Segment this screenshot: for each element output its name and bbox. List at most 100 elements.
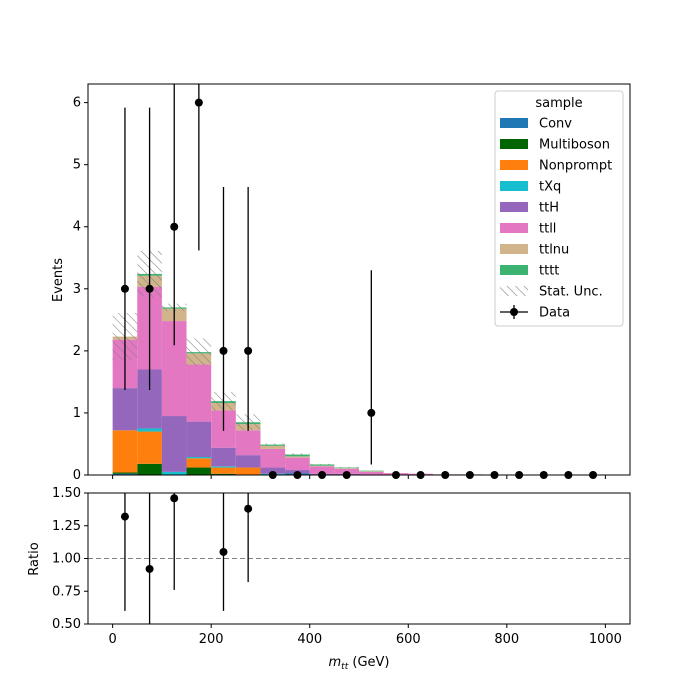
- bar-ttll-bin-6: [260, 448, 286, 468]
- bar-tth-bin-4: [211, 447, 236, 467]
- top-x-ticks: [112, 475, 606, 479]
- top-y-tick-label-0: 0: [73, 468, 81, 483]
- ratio-point-4: [244, 504, 253, 513]
- bar-ttll-bin-8: [309, 466, 335, 474]
- ratio-y-tick-label-0.75: 0.75: [52, 584, 81, 599]
- legend-swatch-nonprompt: [500, 160, 528, 170]
- bar-nonprompt-bin-5: [235, 467, 261, 475]
- bar-nonprompt-bin-3: [186, 458, 212, 468]
- ratio-y-axis: 0.50 0.75 1.00 1.25 1.50: [52, 486, 88, 632]
- legend-label-stat-unc: Stat. Unc.: [539, 285, 603, 300]
- ratio-y-tick-label-0.50: 0.50: [52, 617, 81, 632]
- x-tick-label-1000: 1000: [589, 632, 622, 647]
- stat-unc-band-bin-8: [309, 463, 335, 466]
- ratio-point-2: [170, 494, 179, 503]
- x-tick-label-800: 800: [494, 632, 519, 647]
- top-y-tick-label-5: 5: [73, 158, 81, 173]
- data-point-5: [244, 346, 253, 355]
- legend-swatch-txq: [500, 181, 528, 191]
- ratio-points: [120, 493, 253, 624]
- bar-ttll-bin-5: [235, 430, 261, 456]
- legend-label-ttlnu: ttlnu: [539, 243, 569, 258]
- bar-ttll-bin-7: [285, 457, 310, 471]
- legend-title: sample: [535, 96, 582, 111]
- ratio-x-axis: 0 200 400 600 800 1000: [108, 624, 622, 647]
- data-point-2: [170, 222, 179, 231]
- legend-swatch-multiboson: [500, 139, 528, 149]
- data-point-10: [367, 408, 376, 417]
- data-point-4: [219, 346, 228, 355]
- legend-label-ttll: ttll: [539, 222, 556, 237]
- data-point-1: [145, 284, 154, 293]
- ratio-point-1: [145, 564, 154, 573]
- top-y-tick-label-4: 4: [73, 220, 81, 235]
- bar-ttlnu-bin-9: [334, 468, 359, 469]
- bar-tth-bin-3: [186, 421, 212, 458]
- bar-multiboson-bin-4: [211, 473, 236, 475]
- bar-multiboson-bin-1: [137, 463, 162, 475]
- legend-label-conv: Conv: [539, 117, 572, 132]
- legend-label-multiboson: Multiboson: [539, 138, 610, 153]
- legend-label-tttt: tttt: [539, 264, 559, 279]
- stat-unc-band-bin-3: [186, 338, 212, 366]
- legend-swatch-ttlnu: [500, 244, 528, 254]
- data-points: [120, 84, 598, 479]
- top-y-tick-label-2: 2: [73, 344, 81, 359]
- ratio-point-0: [120, 512, 129, 521]
- top-y-tick-label-6: 6: [73, 96, 81, 111]
- ratio-y-tick-label-1.25: 1.25: [52, 519, 81, 534]
- legend: sample Conv Multiboson Nonprompt tXq ttH ttll t…: [494, 90, 624, 327]
- bar-multiboson-bin-0: [112, 472, 138, 474]
- legend-swatch-tth: [500, 202, 528, 212]
- bar-tttt-bin-10: [359, 470, 384, 472]
- ratio-y-tick-label-1.50: 1.50: [52, 486, 81, 501]
- bar-nonprompt-bin-0: [112, 430, 138, 473]
- ratio-y-axis-label: Ratio: [27, 542, 42, 575]
- stacked-histogram: [112, 273, 483, 475]
- bar-nonprompt-bin-4: [211, 467, 236, 474]
- bar-ttlnu-bin-6: [260, 445, 286, 449]
- data-point-0: [120, 284, 129, 293]
- data-point-3: [194, 98, 203, 107]
- top-y-axis-label: Events: [51, 258, 66, 302]
- bar-tth-bin-2: [161, 416, 187, 472]
- legend-label-tth: ttH: [539, 201, 559, 216]
- legend-swatch-stat-unc: [500, 286, 528, 296]
- bar-multiboson-bin-3: [186, 467, 212, 475]
- stat-unc-band-bin-9: [334, 466, 359, 469]
- bar-ttlnu-bin-8: [309, 465, 335, 467]
- ratio-point-3: [219, 547, 228, 556]
- legend-swatch-conv: [500, 118, 528, 128]
- x-tick-label-400: 400: [297, 632, 322, 647]
- x-axis-label: mtt (GeV): [329, 655, 390, 672]
- bar-tth-bin-0: [112, 388, 138, 431]
- top-plot-frame: [87, 83, 631, 476]
- bar-txq-bin-4: [211, 466, 236, 468]
- bar-ttll-bin-3: [186, 364, 212, 422]
- x-tick-label-600: 600: [396, 632, 421, 647]
- legend-label-data: Data: [539, 306, 570, 321]
- top-y-tick-label-3: 3: [73, 282, 81, 297]
- bar-tth-bin-5: [235, 455, 261, 468]
- bar-txq-bin-3: [186, 457, 212, 459]
- legend-swatch-ttll: [500, 223, 528, 233]
- bar-txq-bin-2: [161, 471, 187, 475]
- top-y-axis: 0 1 2 3 4 5 6: [73, 96, 88, 483]
- x-tick-label-0: 0: [108, 632, 116, 647]
- bar-conv-bin-0: [112, 473, 138, 475]
- ratio-y-tick-label-1.00: 1.00: [52, 552, 81, 567]
- stat-unc-band-bin-7: [285, 453, 310, 456]
- bar-ttll-bin-10: [359, 471, 384, 475]
- x-tick-label-200: 200: [199, 632, 224, 647]
- bar-ttlnu-bin-7: [285, 456, 310, 458]
- legend-label-nonprompt: Nonprompt: [539, 159, 612, 174]
- bar-tth-bin-6: [260, 467, 286, 474]
- bar-nonprompt-bin-1: [137, 431, 162, 464]
- legend-swatch-tttt: [500, 265, 528, 275]
- bar-ttlnu-bin-10: [359, 471, 384, 472]
- bar-txq-bin-1: [137, 428, 162, 432]
- legend-label-txq: tXq: [539, 180, 561, 195]
- top-y-tick-label-1: 1: [73, 406, 81, 421]
- legend-data-marker: [510, 308, 518, 316]
